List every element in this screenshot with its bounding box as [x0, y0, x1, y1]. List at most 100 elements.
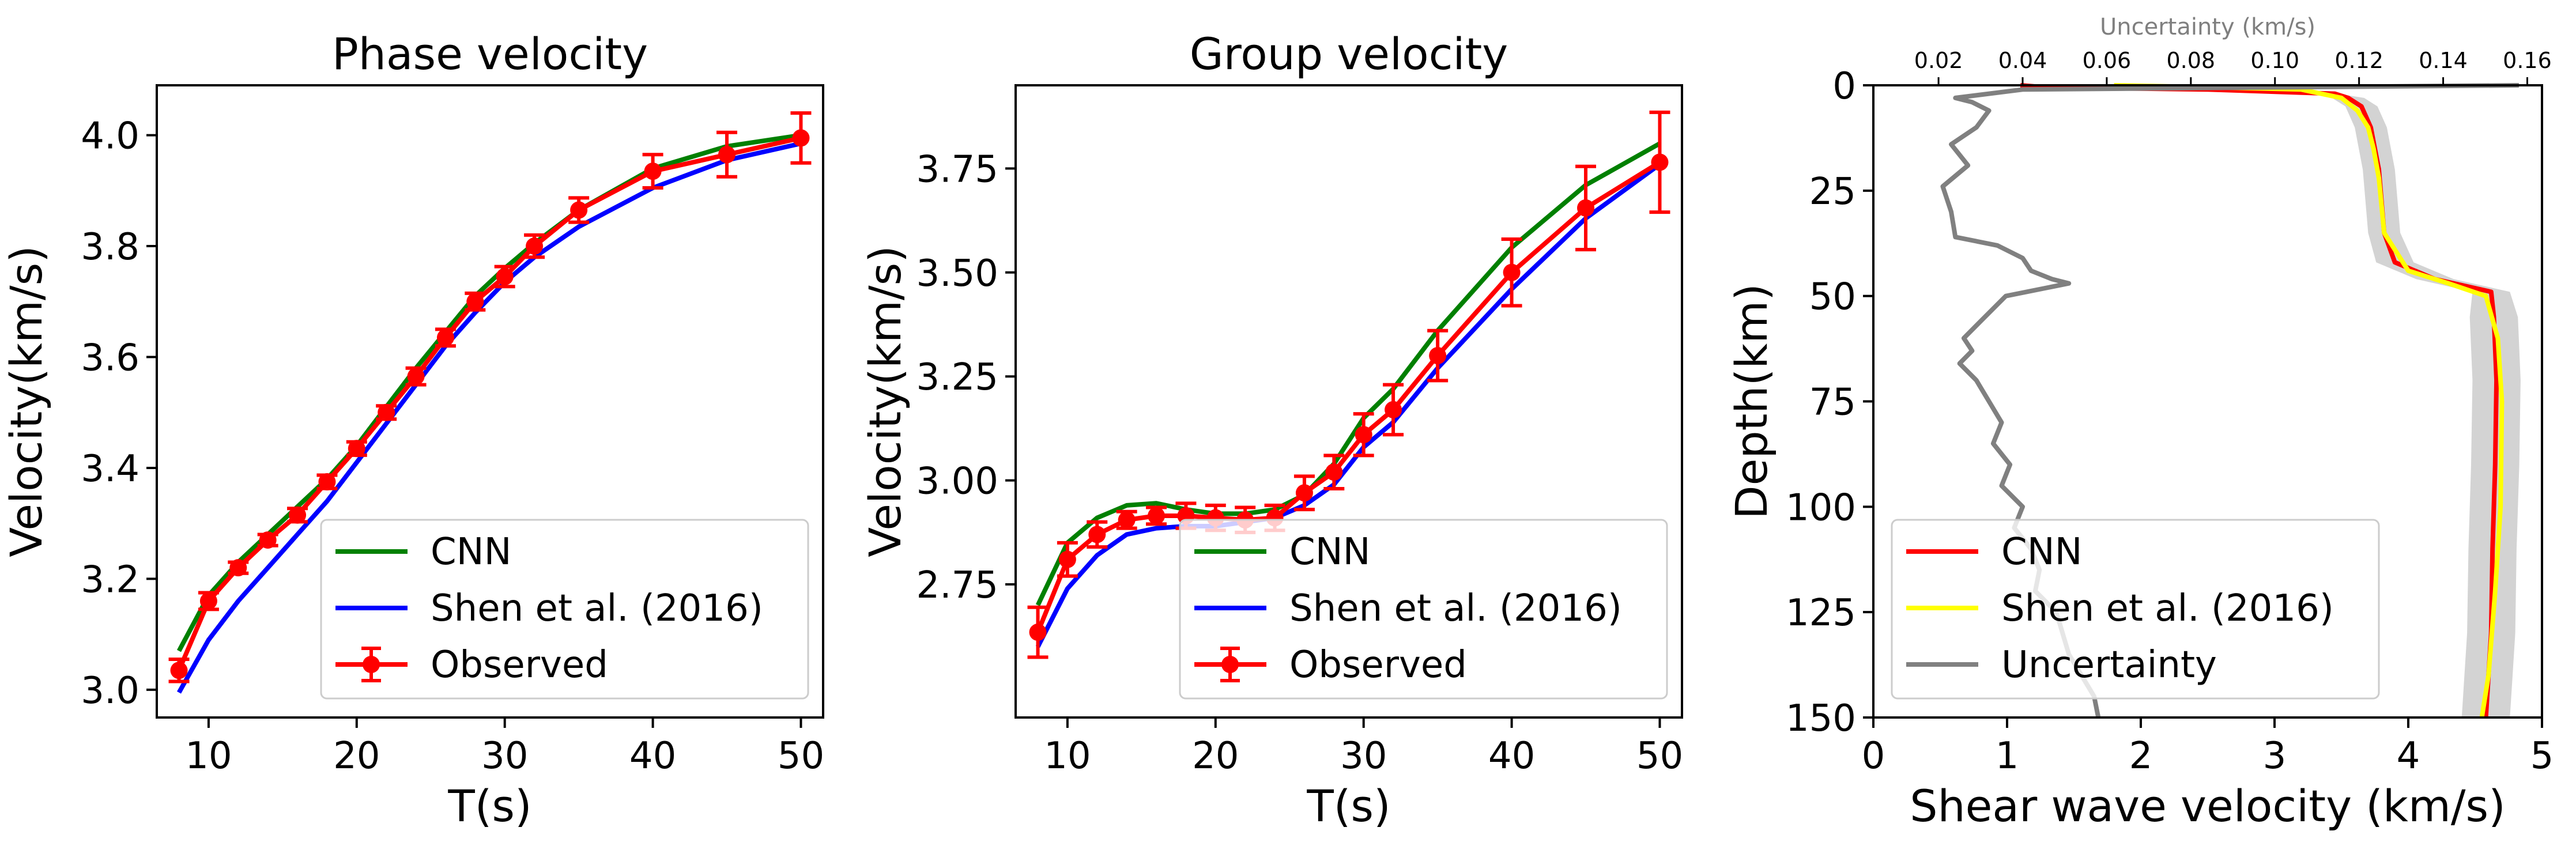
group-observed-point — [1355, 426, 1372, 444]
group-legend-label: Observed — [1289, 644, 1467, 686]
phase-velocity-panel: Phase velocity 10 20 30 40 50 3.0 3.2 3.4 3.6 3.8 4… — [1, 28, 824, 832]
phase-x-tick-label: 20 — [333, 735, 380, 777]
phase-observed-point — [199, 592, 217, 610]
shear-legend-label: CNN — [2001, 531, 2082, 573]
phase-x-tick-label: 40 — [629, 735, 676, 777]
group-x-tick-label: 20 — [1192, 735, 1239, 777]
uncertainty-x-tick-label: 0.14 — [2419, 48, 2468, 73]
phase-x-axis-label: T(s) — [447, 780, 531, 832]
group-observed-point — [1295, 484, 1313, 502]
group-legend-label: CNN — [1289, 531, 1370, 573]
phase-y-tick-label: 3.0 — [81, 670, 139, 712]
group-y-axis-label: Velocity(km/s) — [859, 246, 911, 557]
shear-x-tick-label: 3 — [2263, 735, 2287, 777]
phase-legend-box — [320, 519, 809, 700]
shear-y-tick-label: 125 — [1786, 592, 1856, 634]
uncertainty-x-tick-label: 0.12 — [2334, 48, 2383, 73]
group-y-tick-label: 2.75 — [917, 564, 999, 607]
group-observed-point — [1651, 153, 1669, 171]
phase-observed-point — [644, 163, 662, 180]
shear-series-shen-et-al-2016-line — [2114, 83, 2505, 718]
shear-y-axis-label: Depth(km) — [1726, 284, 1777, 519]
phase-legend-label: Shen et al. (2016) — [431, 587, 763, 630]
group-observed-point — [1058, 550, 1076, 568]
shear-x-tick-label: 1 — [1996, 735, 2019, 777]
uncertainty-x-tick-label: 0.10 — [2250, 48, 2299, 73]
group-observed-point — [1118, 511, 1136, 529]
shear-y-tick-label: 75 — [1809, 382, 1856, 424]
uncertainty-x-tick-label: 0.16 — [2503, 48, 2552, 73]
phase-observed-point — [170, 662, 188, 679]
uncertainty-x-tick-label: 0.02 — [1914, 48, 1963, 73]
shear-legend-label: Shen et al. (2016) — [2001, 587, 2334, 630]
group-observed-point — [1503, 263, 1521, 281]
phase-observed-point — [378, 403, 395, 421]
phase-observed-point — [466, 293, 484, 311]
group-legend-label: Shen et al. (2016) — [1289, 587, 1622, 630]
group-observed-point — [1385, 401, 1402, 418]
phase-observed-point — [318, 473, 336, 491]
phase-title: Phase velocity — [332, 28, 648, 80]
phase-observed-point — [792, 129, 810, 147]
shear-legend-box — [1891, 519, 2380, 700]
phase-y-tick-label: 3.2 — [81, 558, 139, 601]
phase-observed-point — [718, 146, 736, 164]
phase-y-tick-label: 3.6 — [81, 337, 139, 380]
phase-x-tick-label: 50 — [778, 735, 824, 777]
phase-observed-point — [526, 237, 544, 255]
group-x-tick-label: 30 — [1340, 735, 1387, 777]
phase-observed-point — [289, 506, 307, 524]
phase-observed-point — [348, 440, 365, 458]
phase-observed-point — [229, 559, 247, 577]
group-title: Group velocity — [1190, 28, 1508, 80]
shear-velocity-panel: 0 1 2 3 4 5 0.02 0.04 0.06 0.08 0.10 0.12 0.14 0.16 0 2… — [1726, 14, 2554, 832]
shear-x-tick-label: 2 — [2129, 735, 2153, 777]
group-observed-point — [1429, 347, 1447, 365]
phase-y-tick-label: 4.0 — [81, 115, 139, 158]
shear-y-tick-label: 50 — [1809, 276, 1856, 319]
shear-series-cnn-line — [2020, 83, 2499, 718]
shear-x-tick-label: 5 — [2530, 735, 2554, 777]
group-x-tick-label: 10 — [1044, 735, 1091, 777]
shear-y-tick-label: 25 — [1809, 171, 1856, 213]
phase-frame — [156, 84, 824, 719]
shear-legend-label: Uncertainty — [2001, 644, 2217, 686]
shear-uncertainty-band — [2017, 85, 2521, 717]
phase-observed-point — [259, 531, 277, 549]
group-y-tick-label: 3.25 — [917, 356, 999, 399]
group-x-axis-label: T(s) — [1306, 780, 1390, 832]
shear-x-tick-label: 0 — [1862, 735, 1885, 777]
group-y-tick-label: 3.50 — [917, 252, 999, 295]
uncertainty-x-tick-label: 0.08 — [2167, 48, 2216, 73]
group-frame — [1014, 84, 1683, 719]
shear-y-tick-label: 100 — [1786, 486, 1856, 529]
phase-legend-marker — [363, 656, 380, 673]
shear-y-tick-label: 150 — [1786, 697, 1856, 740]
uncertainty-x-tick-label: 0.04 — [1998, 48, 2047, 73]
phase-legend-label: CNN — [431, 531, 511, 573]
group-observed-point — [1088, 526, 1106, 543]
group-y-tick-label: 3.00 — [917, 460, 999, 503]
group-legend-marker — [1221, 656, 1239, 673]
shear-x-axis-label: Shear wave velocity (km/s) — [1910, 780, 2506, 832]
group-observed-point — [1325, 463, 1343, 481]
phase-y-tick-label: 3.8 — [81, 226, 139, 269]
phase-y-tick-label: 3.4 — [81, 448, 139, 490]
phase-observed-point — [436, 328, 454, 346]
phase-x-tick-label: 30 — [481, 735, 528, 777]
group-velocity-panel: Group velocity 10 20 30 40 50 2.75 3.00 3.25 3.50… — [859, 28, 1683, 832]
group-x-tick-label: 40 — [1488, 735, 1535, 777]
group-legend-box — [1179, 519, 1668, 700]
phase-legend-label: Observed — [431, 644, 608, 686]
uncertainty-x-tick-label: 0.06 — [2083, 48, 2132, 73]
phase-x-tick-label: 10 — [185, 735, 232, 777]
group-observed-point — [1148, 507, 1166, 524]
shear-y-tick-label: 0 — [1832, 65, 1856, 108]
group-observed-point — [1577, 199, 1595, 217]
group-y-tick-label: 3.75 — [917, 148, 999, 191]
phase-observed-point — [496, 267, 514, 285]
group-x-tick-label: 50 — [1636, 735, 1683, 777]
group-observed-point — [1029, 624, 1047, 641]
shear-x-tick-label: 4 — [2397, 735, 2420, 777]
